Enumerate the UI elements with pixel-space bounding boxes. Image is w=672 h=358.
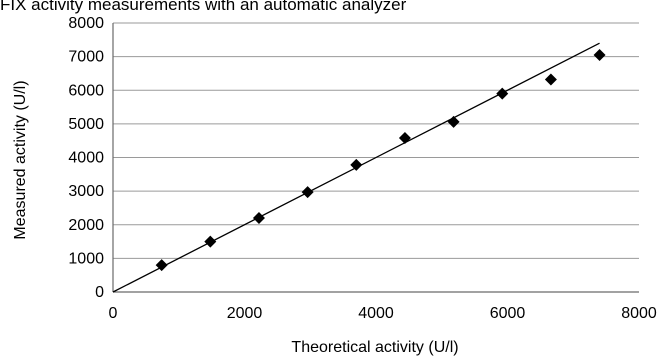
data-points (155, 48, 606, 272)
y-tick-label: 0 (95, 284, 104, 301)
y-tick-label: 3000 (68, 183, 104, 200)
y-axis-label: Measured activity (U/l) (12, 80, 29, 239)
data-point (301, 186, 314, 199)
data-point (447, 115, 460, 128)
x-axis-label: Theoretical activity (U/l) (291, 339, 458, 356)
x-tick-label: 0 (109, 305, 118, 322)
data-point (252, 212, 265, 225)
data-point (593, 48, 606, 61)
data-point (204, 235, 217, 248)
axes (112, 23, 639, 293)
data-point (398, 131, 411, 144)
grid-lines (113, 22, 639, 259)
y-tick-label: 1000 (68, 250, 104, 267)
y-tick-label: 6000 (68, 82, 104, 99)
y-tick-label: 7000 (68, 49, 104, 66)
data-point (350, 158, 363, 171)
data-point (496, 87, 509, 100)
data-point (155, 259, 168, 272)
y-tick-label: 5000 (68, 116, 104, 133)
chart-title: FIX activity measurements with an automa… (0, 0, 407, 14)
y-tick-label: 2000 (68, 217, 104, 234)
y-tick-label: 4000 (68, 150, 104, 167)
x-tick-label: 6000 (490, 305, 526, 322)
x-tick-label: 8000 (621, 305, 657, 322)
x-tick-label: 4000 (358, 305, 394, 322)
x-tick-labels: 0 2000 4000 6000 8000 (109, 305, 657, 322)
x-tick-label: 2000 (227, 305, 263, 322)
y-tick-labels: 0 1000 2000 3000 4000 5000 6000 7000 8000 (68, 15, 104, 301)
y-tick-label: 8000 (68, 15, 104, 32)
data-point (544, 73, 557, 86)
